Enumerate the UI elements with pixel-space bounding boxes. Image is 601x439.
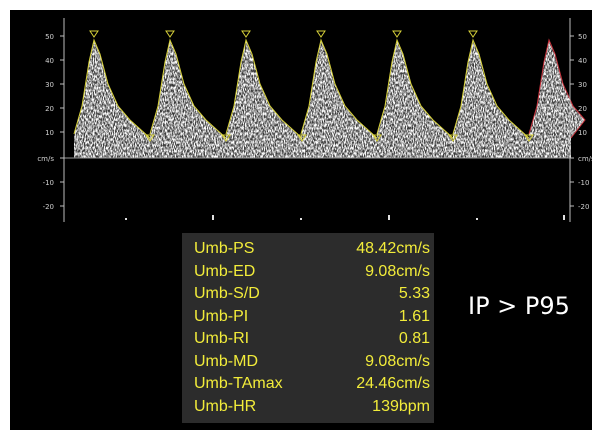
measurement-value: 24.46cm/s — [356, 375, 430, 392]
scale-tick-label: -10 — [43, 179, 54, 187]
waveform-cycle-envelope — [528, 38, 586, 139]
measurement-label: Umb-PS — [194, 240, 255, 257]
ultrasound-screen: 50 40 30 20 10 cm/s -10 -20 50 40 30 20 10 cm/s -10 -2… — [10, 10, 592, 430]
measurement-row: Umb-PS 48.42cm/s — [194, 239, 430, 259]
end-diastolic-marker — [524, 134, 534, 142]
measurement-value: 9.08cm/s — [365, 262, 430, 280]
measurement-row: Umb-MD 9.08cm/s — [194, 352, 430, 372]
scale-tick-label: -20 — [578, 203, 589, 211]
measurement-label: Umb-PI — [194, 307, 249, 325]
measurement-panel: Umb-PS 48.42cm/s Umb-ED 9.08cm/s Umb-S/D 5.33… — [182, 233, 434, 423]
doppler-spectrum: 50 40 30 20 10 cm/s -10 -20 50 40 30 20 10 cm/s -10 -2… — [37, 18, 592, 222]
ip-annotation: IP > P95 — [468, 292, 570, 320]
end-diastolic-marker — [448, 134, 458, 142]
waveform-cycle-speckle — [301, 40, 377, 158]
measurement-label: Umb-RI — [194, 330, 250, 347]
scale-tick-label: 50 — [45, 33, 54, 41]
waveform-cycle-speckle — [226, 40, 302, 158]
measurement-label: Umb-S/D — [194, 285, 260, 302]
measurement-value: 5.33 — [398, 285, 430, 302]
doppler-envelope-trace — [73, 38, 586, 139]
right-velocity-scale: 50 40 30 20 10 cm/s -10 -20 — [569, 18, 592, 222]
measurement-row: Umb-RI 0.81 — [194, 329, 430, 349]
waveform-cycle-envelope — [73, 38, 151, 139]
waveform-cycle-speckle — [74, 40, 150, 158]
scale-tick-label: 40 — [578, 57, 587, 65]
time-axis-ticks — [125, 215, 565, 220]
measurement-value: 0.81 — [398, 330, 430, 347]
measurement-label: Umb-TAmax — [194, 375, 283, 392]
scale-tick-label: 50 — [578, 33, 587, 41]
peak-systolic-marker — [241, 30, 251, 38]
waveform-cycle-envelope — [149, 38, 227, 139]
measurement-label: Umb-MD — [194, 352, 258, 370]
waveform-cycle-envelope — [376, 38, 454, 139]
measurement-row: Umb-TAmax 24.46cm/s — [194, 374, 430, 394]
waveform-cycle-speckle — [377, 40, 453, 158]
end-diastolic-marker — [297, 134, 307, 142]
scale-tick-label: 20 — [578, 105, 587, 113]
measurement-row: Umb-PI 1.61 — [194, 307, 430, 327]
waveform-cycle-speckle — [529, 40, 585, 158]
peak-systolic-marker — [316, 30, 326, 38]
measurement-row: Umb-S/D 5.33 — [194, 284, 430, 304]
measurement-value: 48.42cm/s — [356, 240, 430, 257]
scale-tick-label: 10 — [578, 129, 587, 137]
scale-tick-label: -10 — [578, 179, 589, 187]
peak-systolic-marker — [392, 30, 402, 38]
waveform-cycle-envelope — [300, 38, 378, 139]
scale-tick-label: -20 — [43, 203, 54, 211]
end-diastolic-marker — [145, 134, 155, 142]
scale-tick-label: 30 — [578, 81, 587, 89]
scale-tick-label: 10 — [45, 129, 54, 137]
end-diastolic-marker — [372, 134, 382, 142]
scale-tick-label: cm/s — [37, 155, 54, 163]
measurement-label: Umb-HR — [194, 397, 257, 415]
left-velocity-scale: 50 40 30 20 10 cm/s -10 -20 — [37, 18, 65, 222]
peak-markers — [89, 30, 534, 142]
scale-tick-label: cm/s — [578, 155, 592, 163]
measurement-row: Umb-HR 139bpm — [194, 397, 430, 417]
measurement-value: 1.61 — [398, 307, 430, 325]
scale-tick-label: 40 — [45, 57, 54, 65]
scale-tick-label: 30 — [45, 81, 54, 89]
waveform-cycle-envelope — [452, 38, 530, 139]
measurement-label: Umb-ED — [194, 262, 256, 280]
peak-systolic-marker — [89, 30, 99, 38]
measurement-value: 9.08cm/s — [365, 352, 430, 370]
end-diastolic-marker — [221, 134, 231, 142]
doppler-waveform-fill — [74, 40, 585, 158]
peak-systolic-marker — [468, 30, 478, 38]
waveform-cycle-speckle — [150, 40, 226, 158]
waveform-cycle-speckle — [453, 40, 529, 158]
waveform-cycle-envelope — [225, 38, 303, 139]
scale-tick-label: 20 — [45, 105, 54, 113]
measurement-row: Umb-ED 9.08cm/s — [194, 262, 430, 282]
peak-systolic-marker — [165, 30, 175, 38]
measurement-value: 139bpm — [372, 397, 430, 415]
